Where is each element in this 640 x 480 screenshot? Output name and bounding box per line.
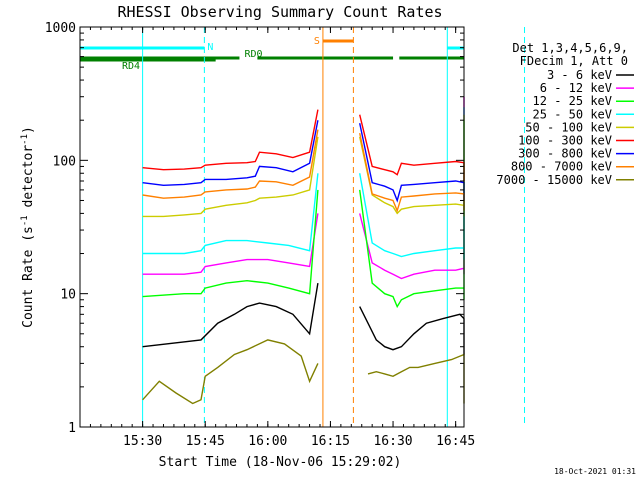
y-tick-label-1: 10 [60, 288, 76, 303]
series-5-segment-0 [142, 109, 319, 171]
x-tick-label-5: 16:45 [436, 434, 475, 449]
series-2-segment-0 [142, 189, 319, 298]
x-tick-label-2: 16:00 [248, 434, 287, 449]
state-label-n: N [207, 42, 213, 53]
legend-label-2: 12 - 25 keV [533, 94, 612, 108]
series-7-segment-0 [142, 129, 319, 199]
y-tick-label-0: 1 [68, 421, 76, 436]
y-tick-label-2: 100 [53, 154, 76, 169]
generated-timestamp: 18-Oct-2021 01:31 [554, 467, 636, 476]
legend-label-0: 3 - 6 keV [547, 68, 612, 82]
y-axis-label-sup-2: -1 [20, 134, 30, 145]
legend: Det 1,3,4,5,6,9, FDecim 1, Att 0 3 - 6 k… [496, 41, 634, 187]
legend-header-line-2: FDecim 1, Att 0 [520, 54, 628, 68]
instrument-state-bars: N S RD0 RD4 [80, 36, 464, 72]
state-label-rd0: RD0 [244, 49, 262, 60]
y-tick-label-3: 1000 [45, 21, 76, 36]
legend-label-8: 7000 - 15000 keV [496, 173, 612, 187]
series-6-segment-0 [142, 120, 319, 187]
series-0-segment-0 [142, 282, 319, 348]
y-axis-label-sup-1: -1 [20, 215, 30, 226]
chart-title: RHESSI Observing Summary Count Rates [117, 3, 442, 21]
series-8-segment-0 [142, 339, 319, 405]
x-tick-label-4: 16:30 [373, 434, 412, 449]
series-3-segment-0 [142, 173, 319, 255]
y-axis-label-main: Count Rate (s [21, 226, 36, 328]
y-axis-label-end: ) [21, 126, 36, 134]
legend-label-5: 100 - 300 keV [518, 134, 612, 148]
legend-label-7: 800 - 7000 keV [511, 160, 612, 174]
y-axis-label: Count Rate (s-1 detector-1) [20, 126, 36, 328]
mode-change-lines [142, 27, 526, 427]
axes: 15:30 15:45 16:00 16:15 16:30 16:45 1 10 100 1000 [45, 21, 476, 449]
state-label-rd4: RD4 [122, 61, 140, 72]
state-label-s: S [314, 36, 320, 47]
x-axis-label: Start Time (18-Nov-06 15:29:02) [159, 455, 402, 470]
series-1-segment-0 [142, 213, 319, 275]
legend-header-line-1: Det 1,3,4,5,6,9, [512, 41, 628, 55]
x-tick-label-0: 15:30 [123, 434, 162, 449]
legend-label-4: 50 - 100 keV [525, 120, 612, 134]
legend-label-1: 6 - 12 keV [540, 81, 612, 95]
legend-label-6: 300 - 800 keV [518, 147, 612, 161]
x-tick-label-3: 16:15 [311, 434, 350, 449]
legend-label-3: 25 - 50 keV [533, 107, 612, 121]
y-axis-label-mid: detector [21, 145, 36, 216]
series-lines [142, 96, 465, 405]
plot-frame [79, 26, 465, 428]
series-4-segment-0 [142, 136, 319, 218]
x-tick-label-1: 15:45 [186, 434, 225, 449]
